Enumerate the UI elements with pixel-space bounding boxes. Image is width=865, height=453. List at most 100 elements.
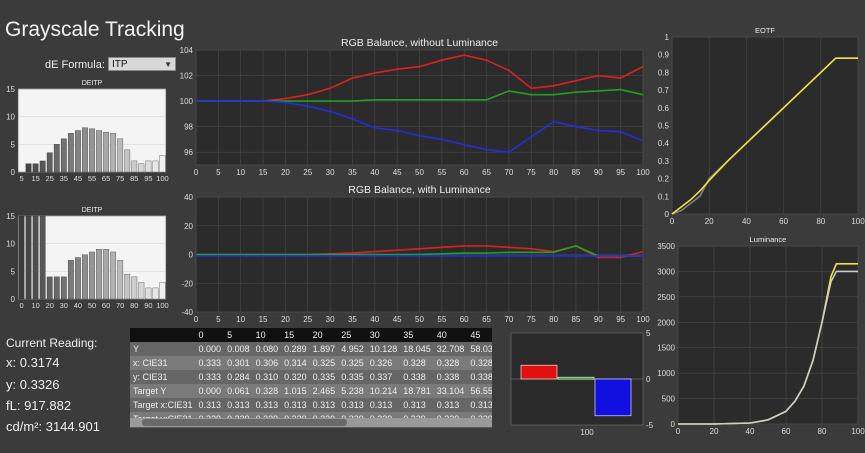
x-tick-label: 15 <box>259 315 268 324</box>
x-tick-label: 60 <box>102 301 110 310</box>
bar <box>117 138 124 173</box>
chart-title: EOTF <box>755 26 775 35</box>
x-tick-label: 100 <box>156 301 169 310</box>
eotf-chart: 0 0.1 0.2 0.3 0.4 0.5 0.6 0.7 0.8 0.9 1 0 20 40 60 80 10… <box>658 26 865 226</box>
formula-select[interactable]: ITP ▼ <box>108 57 176 71</box>
y-tick-label: 0 <box>646 375 651 384</box>
table-row: y: CIE31 0.333 0.284 0.310 0.320 0.335 0.335 0.… <box>130 370 492 384</box>
table-cell: 10.128 <box>366 342 401 356</box>
table-cell: 0.313 <box>252 398 282 412</box>
x-tick-label: 60 <box>779 217 788 226</box>
x-tick-label: 80 <box>549 168 558 177</box>
bar <box>39 160 46 173</box>
x-tick-label: 100 <box>580 428 594 437</box>
y-tick-label: 1000 <box>657 369 675 378</box>
table-cell: 1.015 <box>281 384 310 398</box>
y-tick-label: 40 <box>184 193 193 202</box>
x-tick-label: 100 <box>636 168 650 177</box>
x-tick-label: 40 <box>746 427 755 436</box>
table-cell <box>130 328 196 342</box>
table-cell: 0.320 <box>281 370 310 384</box>
chart-title: DEITP <box>82 207 103 214</box>
bar <box>96 249 102 300</box>
series-line-2 <box>196 100 644 154</box>
table-cell: 0.301 <box>224 356 253 370</box>
x-tick-label: 55 <box>437 315 446 324</box>
table-cell: 0.337 <box>366 370 401 384</box>
y-tick-label: -20 <box>181 279 193 288</box>
table-cell: 0.338 <box>433 370 468 384</box>
deitp-chart-2: 0 5 10 15 DEITP 0 10 20 30 40 50 60 70 80 90 100 <box>6 207 169 310</box>
rgb-balance-chart-1: 96 98 100 102 104 0 5 10 15 20 25 30 35 40 45 50 55 60 65 7… <box>180 37 651 177</box>
table-cell: 32.708 <box>433 342 468 356</box>
formula-select-value: ITP <box>112 59 128 70</box>
bar <box>53 276 60 300</box>
bar <box>138 163 145 173</box>
x-tick-label: 75 <box>116 174 124 183</box>
y-tick-label: 15 <box>6 85 15 94</box>
x-tick-label: 95 <box>144 174 152 183</box>
table-cell: 20 <box>309 328 339 342</box>
y-tick-label: 104 <box>180 46 194 55</box>
table-cell: 10.214 <box>366 384 401 398</box>
reading-heading: Current Reading: <box>6 336 98 350</box>
x-tick-label: 80 <box>818 427 827 436</box>
reading-fl: fL: 917.882 <box>6 398 72 413</box>
bar <box>46 152 53 173</box>
bar <box>520 364 558 380</box>
x-tick-label: 85 <box>571 168 580 177</box>
y-tick-label: 5 <box>646 329 651 338</box>
table-cell: 0.326 <box>366 356 401 370</box>
x-tick-label: 80 <box>549 315 558 324</box>
x-tick-label: 25 <box>303 168 312 177</box>
table-cell: 0.338 <box>400 370 434 384</box>
y-tick-label: 10 <box>6 113 15 122</box>
table-cell: 35 <box>400 328 434 342</box>
x-tick-label: 20 <box>281 315 290 324</box>
x-tick-label: 15 <box>31 174 39 183</box>
bar <box>103 132 109 173</box>
y-tick-label: 2500 <box>657 293 675 302</box>
bar <box>82 127 88 173</box>
x-tick-label: 80 <box>130 301 138 310</box>
x-tick-label: 5 <box>216 168 221 177</box>
bar <box>145 160 152 173</box>
x-tick-label: 45 <box>393 168 402 177</box>
reading-cd: cd/m²: 3144.901 <box>6 419 100 434</box>
reading-x: x: 0.3174 <box>6 355 60 370</box>
x-tick-label: 10 <box>236 168 245 177</box>
table-cell: 0.289 <box>281 342 310 356</box>
x-tick-label: 70 <box>116 301 124 310</box>
y-tick-label: 2000 <box>657 318 675 327</box>
table-scrollbar-thumb[interactable] <box>142 419 347 426</box>
table-cell: 0 <box>195 328 225 342</box>
x-tick-label: 20 <box>281 168 290 177</box>
bar <box>145 287 152 300</box>
table-cell: Target x:CIE31 <box>130 398 196 412</box>
x-tick-label: 45 <box>393 315 402 324</box>
luminance-chart: 0 500 1000 1500 2000 2500 3000 3500 0 20 40 60 80 100… <box>657 235 865 436</box>
y-tick-label: 3500 <box>657 242 675 251</box>
bar <box>60 138 67 173</box>
table-cell: 0.335 <box>309 370 339 384</box>
y-tick-label: 98 <box>184 123 193 132</box>
table-cell: 1.897 <box>309 342 339 356</box>
x-tick-label: 60 <box>460 168 469 177</box>
y-tick-label: 20 <box>184 222 193 231</box>
bar <box>75 257 81 300</box>
y-tick-label: 0.7 <box>658 86 670 95</box>
table-cell: 25 <box>338 328 367 342</box>
x-tick-label: 85 <box>571 315 580 324</box>
y-tick-label: 100 <box>180 97 194 106</box>
x-tick-label: 75 <box>527 168 536 177</box>
table-cell: 0.333 <box>195 370 225 384</box>
y-tick-label: 0.3 <box>658 157 670 166</box>
x-tick-label: 25 <box>303 315 312 324</box>
x-tick-label: 5 <box>216 315 221 324</box>
y-tick-label: 0.2 <box>658 175 670 184</box>
x-tick-label: 40 <box>370 315 379 324</box>
bar <box>159 282 166 300</box>
y-tick-label: 1500 <box>657 344 675 353</box>
y-tick-label: 1 <box>665 33 670 42</box>
